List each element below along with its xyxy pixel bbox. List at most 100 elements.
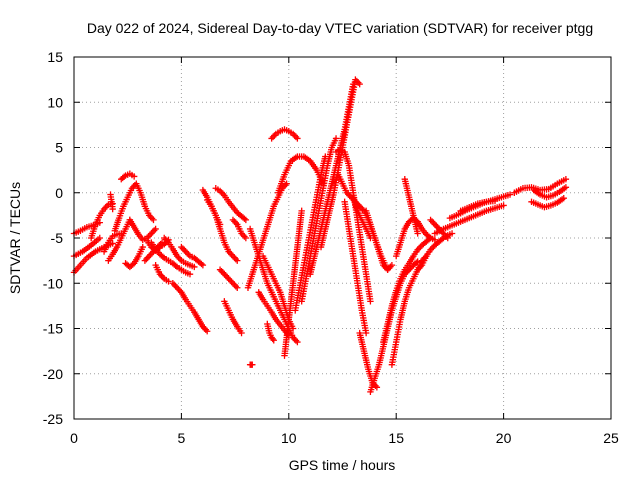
series-arc-11 <box>126 216 159 244</box>
data-point <box>289 325 297 332</box>
data-point <box>203 328 211 335</box>
data-point <box>562 184 570 191</box>
data-point <box>165 278 172 285</box>
data-point <box>506 191 514 198</box>
data-point <box>172 262 179 269</box>
series-arc-17 <box>169 280 211 335</box>
series-arc-08 <box>111 180 157 234</box>
x-tick-label: 0 <box>70 430 78 446</box>
y-axis-label: SDTVAR / TECUs <box>7 182 23 294</box>
series-arc-20 <box>203 196 241 264</box>
grid-lines <box>74 57 611 419</box>
data-point <box>560 194 567 202</box>
y-tick-label: -15 <box>43 321 63 337</box>
series-arc-24 <box>229 216 250 242</box>
series-arc-48 <box>401 175 421 237</box>
y-tick-label: -10 <box>43 275 63 291</box>
series-arc-54 <box>511 175 570 196</box>
series-arc-18 <box>178 243 207 269</box>
data-point <box>414 258 421 265</box>
series-arc-47 <box>393 214 439 260</box>
data-point <box>438 236 446 243</box>
data-point <box>120 173 128 180</box>
series-arc-01 <box>70 219 103 237</box>
series-arc-46 <box>388 252 430 368</box>
series-arc-43 <box>362 207 396 273</box>
data-point <box>241 215 248 222</box>
data-point <box>388 261 396 269</box>
data-point <box>186 271 194 278</box>
data-point <box>356 80 363 88</box>
data-point <box>294 135 301 142</box>
data-point <box>332 135 340 142</box>
data-point <box>298 207 305 215</box>
series-arc-23 <box>221 298 245 337</box>
series-arc-35 <box>298 135 340 305</box>
data-point <box>191 263 198 271</box>
data-point <box>562 175 570 183</box>
y-tick-label: -20 <box>43 366 63 382</box>
series-arc-39 <box>341 198 370 337</box>
data-point <box>269 335 276 343</box>
series-arc-34 <box>292 153 329 314</box>
data-point <box>199 261 207 269</box>
x-axis-label: GPS time / hours <box>289 457 396 473</box>
series-arc-03 <box>70 240 116 276</box>
data-point <box>367 298 374 305</box>
series-arc-07 <box>107 191 116 213</box>
data-point <box>431 236 439 244</box>
series-arc-42 <box>356 329 381 391</box>
x-tick-label: 15 <box>388 430 404 446</box>
data-point <box>283 180 290 187</box>
x-tick-label: 5 <box>178 430 186 446</box>
series-arc-33 <box>281 207 305 359</box>
data-point <box>234 284 241 291</box>
data-point <box>152 225 159 233</box>
data-point <box>109 205 116 213</box>
series-arc-56 <box>528 194 567 211</box>
series-arc-21 <box>212 185 250 224</box>
data-point <box>242 234 250 242</box>
x-tick-label: 10 <box>281 430 297 446</box>
series-arc-30 <box>246 361 256 368</box>
series-arc-55 <box>530 184 570 201</box>
x-tick-label: 20 <box>496 430 512 446</box>
data-point <box>159 253 166 260</box>
y-tick-label: -5 <box>51 230 64 246</box>
data-point <box>234 257 241 264</box>
series-arc-09 <box>118 170 138 183</box>
data-point <box>491 197 499 205</box>
data-point <box>198 260 205 268</box>
data-point <box>150 216 157 224</box>
data-point <box>109 240 116 247</box>
data-point <box>425 233 433 240</box>
data-point <box>238 329 245 337</box>
data-point <box>448 230 456 237</box>
data-point <box>242 216 250 224</box>
data-point <box>362 329 370 337</box>
data-points <box>70 76 570 396</box>
chart-title: Day 022 of 2024, Sidereal Day-to-day VTE… <box>87 20 593 36</box>
series-arc-49 <box>414 230 456 273</box>
series-arc-02 <box>70 234 103 260</box>
series-arc-16 <box>161 234 198 271</box>
series-arc-26 <box>246 225 301 346</box>
data-point <box>414 230 421 237</box>
series-arc-06 <box>105 216 134 264</box>
data-point <box>130 173 138 180</box>
data-point <box>96 234 103 242</box>
series-arc-15 <box>152 261 172 285</box>
y-tick-label: 5 <box>55 140 63 156</box>
series-arc-51 <box>431 202 507 237</box>
y-tick-label: 15 <box>47 49 63 65</box>
series-arc-22 <box>216 266 241 291</box>
series-arc-29 <box>264 320 277 344</box>
axis-ticks: 0 5 10 15 20 25 -25 -20 -15 -10 -5 0 5 10 15 <box>43 49 619 446</box>
y-tick-label: 10 <box>47 94 63 110</box>
data-point <box>294 338 301 346</box>
data-point <box>249 361 256 368</box>
y-tick-label: -25 <box>43 411 63 427</box>
data-point <box>444 234 451 242</box>
series-arc-05 <box>100 230 125 255</box>
